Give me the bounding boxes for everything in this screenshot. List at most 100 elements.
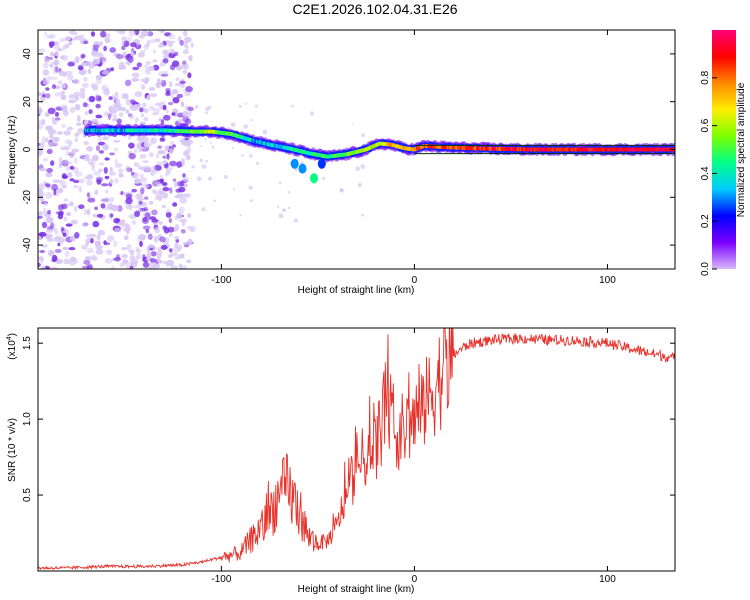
colorbar-gradient xyxy=(712,30,736,269)
noise-blob xyxy=(79,93,85,99)
noise-blob xyxy=(339,187,344,193)
noise-blob xyxy=(49,141,55,147)
noise-blob xyxy=(186,146,192,154)
noise-blob xyxy=(81,244,88,250)
noise-blob xyxy=(51,84,57,90)
noise-blob xyxy=(182,70,188,74)
noise-blob xyxy=(148,152,154,158)
noise-blob xyxy=(181,265,187,269)
noise-blob xyxy=(54,117,61,121)
noise-blob xyxy=(143,142,149,147)
noise-blob xyxy=(97,52,103,58)
noise-blob xyxy=(78,204,85,209)
noise-blob xyxy=(83,208,87,216)
noise-blob xyxy=(158,259,163,264)
noise-blob xyxy=(128,213,137,220)
noise-blob xyxy=(243,124,248,129)
noise-blob xyxy=(169,160,177,167)
noise-blob xyxy=(179,218,187,223)
noise-blob xyxy=(82,82,89,88)
noise-blob xyxy=(134,91,143,98)
noise-blob xyxy=(108,171,116,176)
noise-blob xyxy=(63,258,71,265)
colorbar-tick-label: 0.0 xyxy=(700,262,711,276)
ridge-blob xyxy=(317,158,326,169)
noise-blob xyxy=(95,114,103,119)
spectrogram-x-tick-label: 100 xyxy=(599,275,616,286)
noise-blob xyxy=(110,265,116,269)
noise-blob xyxy=(173,51,179,57)
noise-blob xyxy=(142,183,150,189)
noise-blob xyxy=(174,195,181,199)
noise-blob xyxy=(163,114,171,121)
noise-blob xyxy=(281,208,286,212)
noise-blob xyxy=(121,45,126,51)
noise-blob xyxy=(61,175,69,179)
noise-blob xyxy=(95,245,103,250)
noise-blob xyxy=(83,140,89,146)
noise-blob xyxy=(262,129,268,135)
noise-blob xyxy=(139,173,145,179)
noise-blob xyxy=(211,145,215,149)
spectrogram-panel: -100 0 100 -40 -20 0 20 40 Height of straight l… xyxy=(7,29,676,296)
noise-blob xyxy=(110,108,118,114)
noise-blob xyxy=(208,105,212,109)
noise-blob xyxy=(66,126,73,131)
noise-blob xyxy=(150,137,155,143)
noise-blob xyxy=(59,55,65,60)
noise-blob xyxy=(44,137,49,143)
noise-blob xyxy=(186,259,192,264)
noise-blob xyxy=(64,159,68,163)
noise-blob xyxy=(166,259,175,267)
noise-blob xyxy=(95,95,102,102)
noise-blob xyxy=(88,95,96,103)
noise-blob xyxy=(69,30,76,35)
noise-blob xyxy=(165,109,169,114)
noise-blob xyxy=(77,128,84,135)
colorbar-label: Normalized spectral amplitude xyxy=(736,82,747,217)
noise-blob xyxy=(140,83,146,91)
noise-blob xyxy=(175,77,180,82)
noise-blob xyxy=(125,197,133,205)
spectral-amplitude-field xyxy=(38,30,675,269)
noise-blob xyxy=(56,187,64,194)
noise-blob xyxy=(131,72,140,78)
noise-blob xyxy=(139,107,144,113)
noise-blob xyxy=(95,176,104,183)
noise-blob xyxy=(109,196,115,203)
noise-blob xyxy=(47,210,51,215)
noise-blob xyxy=(91,118,98,124)
noise-blob xyxy=(162,104,167,111)
noise-blob xyxy=(92,213,97,218)
noise-blob xyxy=(145,228,149,234)
noise-blob xyxy=(86,61,93,65)
noise-blob xyxy=(122,258,127,266)
noise-blob xyxy=(153,49,156,54)
noise-blob xyxy=(41,136,46,143)
noise-blob xyxy=(94,189,99,196)
noise-blob xyxy=(87,197,96,203)
noise-blob xyxy=(54,51,59,57)
noise-blob xyxy=(169,187,173,194)
noise-blob xyxy=(322,176,326,180)
noise-blob xyxy=(86,247,94,254)
noise-blob xyxy=(104,37,111,43)
noise-blob xyxy=(74,104,81,111)
noise-blob xyxy=(114,162,123,168)
colorbar-tick-label: 0.4 xyxy=(700,166,711,180)
noise-blob xyxy=(149,93,158,98)
noise-blob xyxy=(92,44,100,49)
noise-blob xyxy=(176,244,183,251)
noise-blob xyxy=(278,181,282,185)
noise-blob xyxy=(85,175,90,180)
noise-blob xyxy=(136,136,144,141)
noise-blob xyxy=(98,162,105,166)
noise-blob xyxy=(172,144,176,148)
noise-blob xyxy=(54,235,63,241)
noise-blob xyxy=(46,168,53,173)
snr-line xyxy=(38,328,675,571)
snr-x-label: Height of straight line (km) xyxy=(298,584,415,595)
noise-blob xyxy=(158,221,163,226)
noise-blob xyxy=(179,263,183,269)
noise-blob xyxy=(98,41,103,46)
